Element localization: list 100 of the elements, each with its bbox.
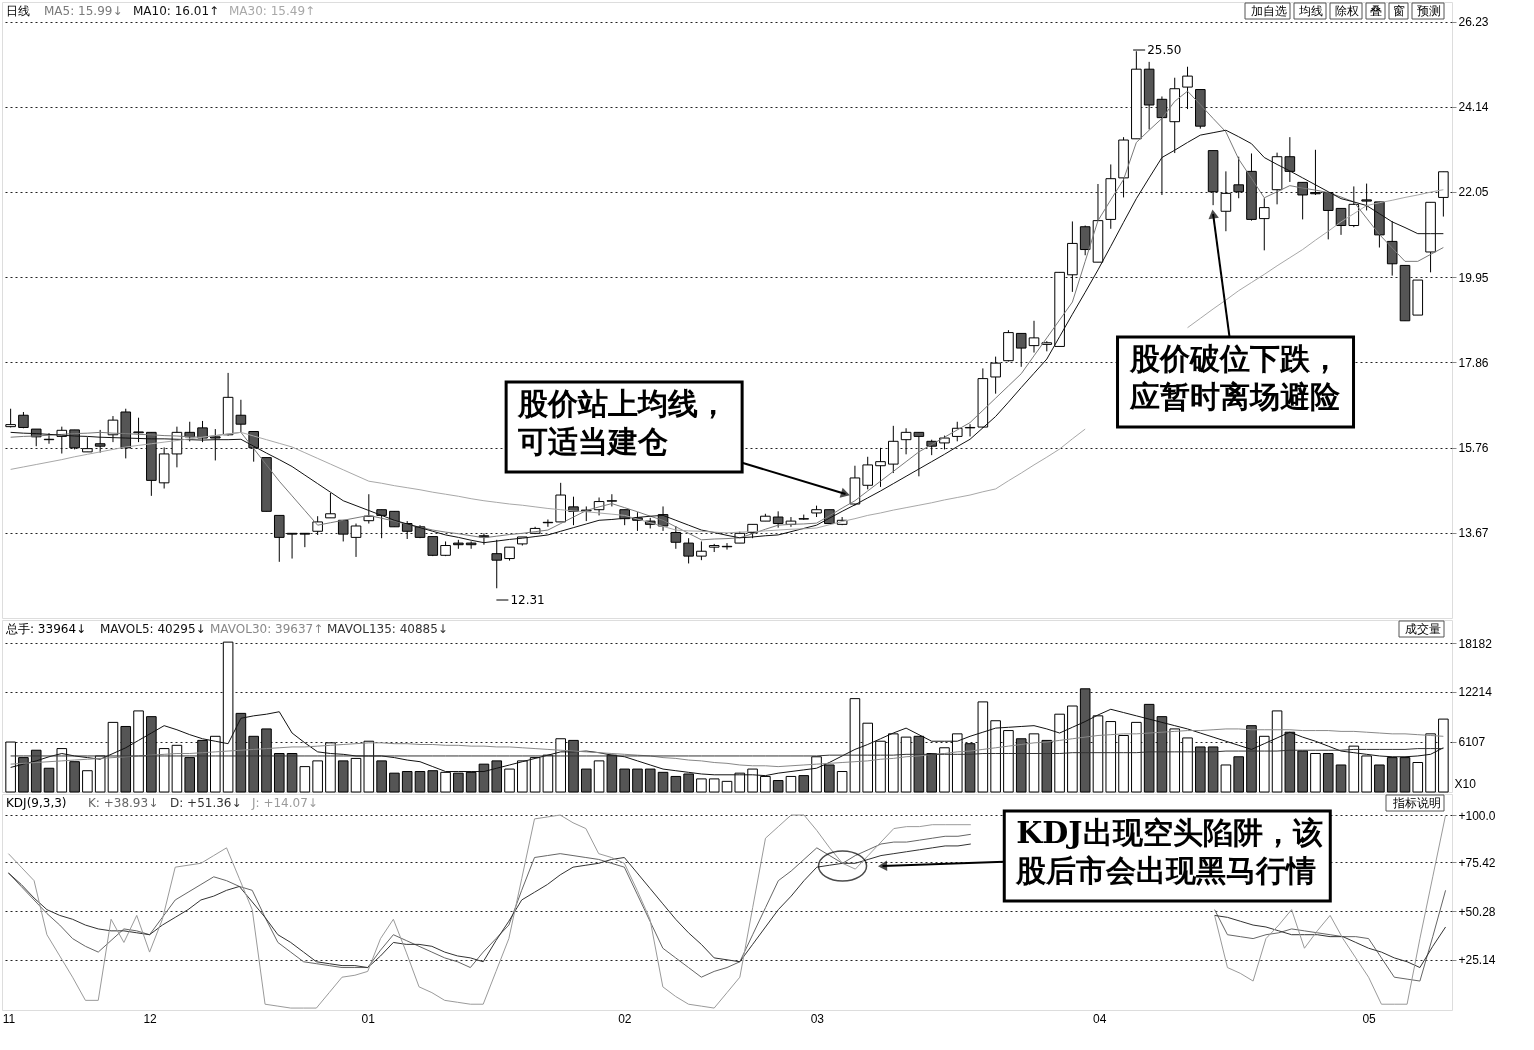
bar <box>619 768 630 793</box>
bar <box>811 756 822 793</box>
x-tick-label: 11 <box>2 1011 16 1026</box>
bar <box>5 741 16 793</box>
bar <box>248 735 259 793</box>
bar <box>312 760 323 793</box>
bar <box>964 743 976 793</box>
x-tick-label: 05 <box>1362 1011 1377 1026</box>
bar <box>69 761 80 793</box>
candlestick <box>888 425 899 474</box>
bar <box>1041 739 1053 793</box>
bar <box>440 771 451 793</box>
bar <box>43 767 55 793</box>
bar <box>146 716 157 793</box>
text: J: +14.07↓ <box>251 796 318 810</box>
y-tick-label: 18182 <box>1458 636 1493 651</box>
bar <box>1258 735 1270 793</box>
bar <box>644 768 656 793</box>
bar <box>427 770 439 793</box>
candlestick <box>990 356 1001 395</box>
annotation: 股价破位下跌，应暂时离场避险 <box>1128 341 1341 414</box>
annotation: 预测 <box>1417 4 1441 18</box>
annotation: 窗 <box>1393 4 1405 18</box>
bar <box>1361 755 1372 793</box>
bar <box>401 771 413 793</box>
y-tick-label: +50.28 <box>1458 904 1496 919</box>
text: MAVOL5: 40295↓ <box>100 622 206 636</box>
x-tick-label: 04 <box>1092 1011 1107 1026</box>
bar <box>1310 753 1321 793</box>
bar <box>517 760 528 793</box>
line-series <box>10 748 1444 757</box>
bar <box>798 775 810 793</box>
bar <box>1322 753 1334 793</box>
bar <box>273 753 285 793</box>
annotation: KDJ出现空头陷阱，该股后市会出现黑马行情 <box>1015 815 1323 888</box>
x-tick-label: 03 <box>810 1011 825 1026</box>
bar <box>632 768 643 793</box>
text: MAVOL135: 40885↓ <box>327 622 448 636</box>
line-series <box>10 708 1444 777</box>
candlestick <box>325 492 336 519</box>
bar <box>1297 750 1308 793</box>
bar <box>1195 746 1206 793</box>
candlestick <box>1297 181 1308 220</box>
bar <box>1131 721 1142 793</box>
bar <box>491 760 503 793</box>
bar <box>951 733 963 793</box>
bar <box>747 768 758 793</box>
text: D: +51.36↓ <box>170 796 242 810</box>
bar <box>82 770 93 793</box>
bar <box>785 775 797 793</box>
bar <box>1182 737 1193 793</box>
text: MA10: 16.01↑ <box>133 4 220 18</box>
y-tick-label: +75.42 <box>1458 855 1496 870</box>
bar <box>133 710 144 793</box>
text: MA30: 15.49↑ <box>229 4 316 18</box>
bar <box>1003 730 1014 793</box>
bar <box>337 760 349 793</box>
bar <box>389 772 400 793</box>
chart-title: 日线 <box>6 4 30 18</box>
y-tick-label: +100.0 <box>1458 808 1496 823</box>
bar <box>197 739 208 793</box>
bar <box>1169 728 1181 793</box>
bar <box>210 735 221 793</box>
bar <box>1348 745 1360 793</box>
candlestick <box>1322 192 1334 240</box>
bar <box>862 722 874 793</box>
bar <box>1092 715 1104 793</box>
bar <box>1015 738 1027 793</box>
bar <box>721 780 733 793</box>
bar <box>708 778 720 793</box>
bar <box>478 763 490 793</box>
candlestick <box>683 537 694 564</box>
bar <box>261 728 272 793</box>
bar <box>1374 764 1385 793</box>
annotation: 12.31 <box>510 593 545 607</box>
y-tick-label: 19.95 <box>1458 270 1489 285</box>
y-tick-label: 6107 <box>1458 735 1486 750</box>
annotation: 加自选 <box>1251 4 1287 18</box>
candlestick <box>491 539 503 589</box>
annotation: 除权 <box>1335 4 1359 18</box>
bar <box>414 771 426 793</box>
candlestick <box>94 429 106 454</box>
bar <box>977 701 989 793</box>
bar <box>734 772 746 793</box>
x-tick-label: 02 <box>618 1011 632 1026</box>
candlestick <box>210 428 221 461</box>
bar <box>350 757 362 793</box>
bar <box>94 755 106 793</box>
annotation: 25.50 <box>1147 43 1182 57</box>
candlestick <box>133 417 144 443</box>
candlestick <box>875 447 886 488</box>
bar <box>939 747 950 793</box>
bar <box>56 748 68 793</box>
candlestick <box>1182 66 1193 110</box>
bar <box>120 725 132 793</box>
candlestick <box>696 540 707 561</box>
bar <box>683 773 694 793</box>
annotation: 成交量 <box>1405 622 1441 636</box>
y-tick-label: 17.86 <box>1458 355 1489 370</box>
candlestick <box>862 456 874 490</box>
